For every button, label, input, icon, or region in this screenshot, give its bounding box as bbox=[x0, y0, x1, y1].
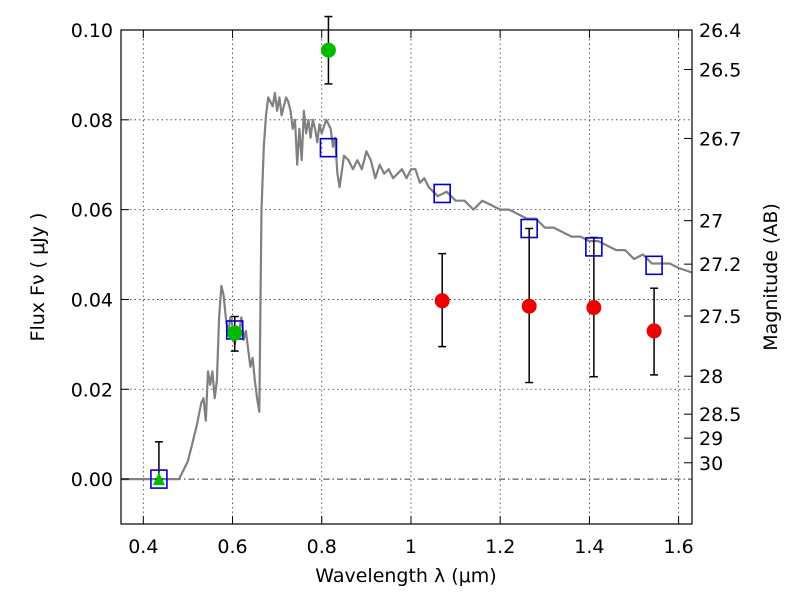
y2-tick-label: 30 bbox=[699, 453, 723, 475]
y2-tick-label: 26.5 bbox=[699, 60, 741, 82]
plot-frame bbox=[120, 29, 693, 525]
x-tick-label: 0.8 bbox=[307, 536, 337, 558]
detection-point bbox=[320, 42, 336, 58]
y2-tick-label: 26.4 bbox=[699, 20, 741, 42]
y2-tick-label: 27 bbox=[699, 211, 723, 233]
upper-limit-point bbox=[434, 293, 450, 309]
upper-limit-point bbox=[646, 323, 662, 339]
y-tick-label: 0.00 bbox=[71, 469, 113, 491]
model-point-square bbox=[585, 237, 603, 257]
y-axis-left: 0.00 0.02 0.04 0.06 0.08 0.10 bbox=[71, 20, 129, 491]
upper-limit-point bbox=[586, 300, 602, 316]
y2-tick-label: 27.5 bbox=[699, 306, 741, 328]
y2-tick-label: 27.2 bbox=[699, 254, 741, 276]
data-points bbox=[150, 42, 663, 489]
x-tick-label: 1.6 bbox=[664, 536, 694, 558]
y2-tick-label: 28.5 bbox=[699, 404, 741, 426]
x-axis: 0.4 0.6 0.8 1 1.2 1.4 1.6 bbox=[128, 30, 694, 558]
detection-point bbox=[227, 325, 243, 341]
x-tick-label: 0.6 bbox=[217, 536, 247, 558]
model-point-square bbox=[319, 137, 338, 158]
y-axis-right: 26.4 26.5 26.7 27 27.2 27.5 28 28.529 30 bbox=[684, 20, 741, 475]
x-tick-label: 1.4 bbox=[574, 536, 604, 558]
model-point-square bbox=[520, 218, 538, 239]
x-tick-label: 0.4 bbox=[128, 536, 158, 558]
y2-axis-label: Magnitude (AB) bbox=[760, 203, 782, 351]
x-tick-label: 1.2 bbox=[485, 536, 515, 558]
model-point-square bbox=[645, 255, 663, 276]
y-tick-label: 0.04 bbox=[71, 289, 113, 311]
x-tick-label: 1 bbox=[405, 536, 417, 558]
y-axis-label: Flux Fν ( μJy ) bbox=[27, 213, 49, 342]
grid bbox=[121, 29, 692, 524]
y2-tick-label: 26.7 bbox=[699, 128, 741, 150]
x-axis-label: Wavelength λ (μm) bbox=[315, 565, 496, 587]
model-point-square bbox=[433, 183, 451, 204]
detection-triangle bbox=[152, 472, 165, 486]
error-bars bbox=[154, 15, 659, 480]
upper-limit-point bbox=[521, 298, 537, 314]
y2-tick-label: 29 bbox=[699, 428, 723, 450]
y-tick-label: 0.10 bbox=[71, 20, 113, 42]
y-tick-label: 0.08 bbox=[71, 110, 113, 132]
model-spectrum bbox=[121, 91, 693, 481]
model-point-square bbox=[150, 469, 168, 489]
y-tick-label: 0.02 bbox=[71, 379, 113, 401]
y-tick-label: 0.06 bbox=[71, 200, 113, 222]
y2-tick-label: 28 bbox=[699, 366, 723, 388]
model-spectrum-line bbox=[121, 91, 693, 481]
